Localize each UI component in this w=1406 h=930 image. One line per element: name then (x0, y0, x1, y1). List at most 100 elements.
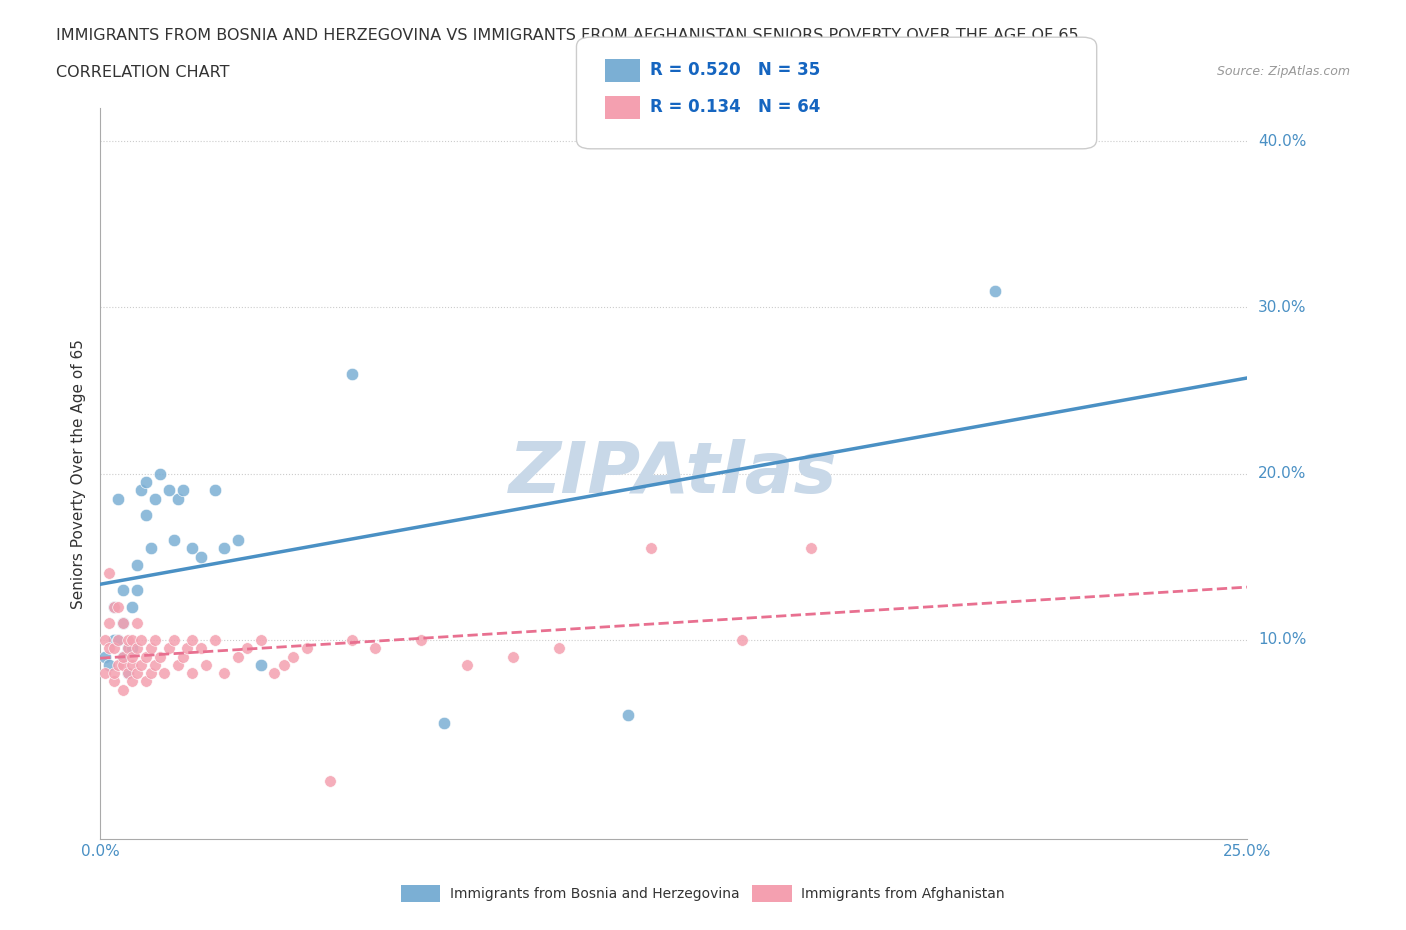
Text: R = 0.520   N = 35: R = 0.520 N = 35 (650, 60, 820, 79)
Point (131, 483, 153, 498)
Point (93, 632, 115, 647)
Point (121, 658, 143, 672)
Point (112, 616, 135, 631)
Point (411, 632, 433, 647)
Point (157, 641, 180, 656)
Point (149, 649, 172, 664)
Point (112, 649, 135, 664)
Point (731, 632, 754, 647)
Text: 10.0%: 10.0% (1258, 632, 1306, 647)
Point (135, 474, 157, 489)
Text: 20.0%: 20.0% (1258, 466, 1306, 481)
Point (800, 541, 823, 556)
Text: Immigrants from Bosnia and Herzegovina: Immigrants from Bosnia and Herzegovina (450, 886, 740, 901)
Point (121, 641, 143, 656)
Point (107, 491, 129, 506)
Point (281, 649, 304, 664)
Point (364, 641, 387, 656)
Point (125, 582, 148, 597)
Point (342, 366, 364, 381)
Point (103, 599, 125, 614)
Point (121, 674, 143, 689)
Point (143, 491, 166, 506)
Point (107, 599, 129, 614)
Point (131, 658, 153, 672)
Point (125, 616, 148, 631)
Point (433, 715, 456, 730)
Point (616, 707, 638, 722)
Point (176, 641, 198, 656)
Point (139, 641, 162, 656)
Point (236, 641, 259, 656)
Point (167, 658, 190, 672)
Point (107, 632, 129, 647)
Point (295, 641, 318, 656)
Point (125, 641, 148, 656)
Point (125, 558, 148, 573)
Point (112, 616, 135, 631)
Point (103, 666, 125, 681)
Point (149, 466, 172, 481)
Point (983, 284, 1005, 299)
Point (212, 666, 235, 681)
Point (249, 632, 271, 647)
Text: ZIPAtlas: ZIPAtlas (509, 439, 838, 508)
Point (143, 632, 166, 647)
Point (93, 649, 115, 664)
Y-axis label: Seniors Poverty Over the Age of 65: Seniors Poverty Over the Age of 65 (72, 339, 86, 608)
Point (117, 666, 139, 681)
Point (273, 658, 295, 672)
Point (131, 632, 153, 647)
Point (112, 582, 135, 597)
Point (190, 550, 212, 565)
Point (162, 533, 184, 548)
Point (180, 632, 202, 647)
Point (135, 508, 157, 523)
Point (125, 666, 148, 681)
Point (172, 649, 194, 664)
Point (249, 658, 271, 672)
Point (172, 483, 194, 498)
Point (318, 774, 340, 789)
Point (204, 483, 226, 498)
Point (139, 666, 162, 681)
Point (103, 632, 125, 647)
Point (226, 533, 249, 548)
Point (263, 666, 285, 681)
Point (112, 683, 135, 698)
Point (190, 641, 212, 656)
Point (121, 649, 143, 664)
Point (98, 566, 121, 581)
Text: IMMIGRANTS FROM BOSNIA AND HERZEGOVINA VS IMMIGRANTS FROM AFGHANISTAN SENIORS PO: IMMIGRANTS FROM BOSNIA AND HERZEGOVINA V… (56, 28, 1078, 43)
Point (153, 666, 176, 681)
Point (103, 674, 125, 689)
Point (98, 641, 121, 656)
Point (162, 632, 184, 647)
Point (103, 641, 125, 656)
Point (93, 666, 115, 681)
Point (135, 674, 157, 689)
Text: Immigrants from Afghanistan: Immigrants from Afghanistan (801, 886, 1005, 901)
Point (143, 658, 166, 672)
Point (167, 491, 190, 506)
Point (135, 649, 157, 664)
Point (121, 599, 143, 614)
Point (157, 483, 180, 498)
Point (180, 666, 202, 681)
Point (117, 666, 139, 681)
Point (226, 649, 249, 664)
Point (98, 658, 121, 672)
Point (103, 599, 125, 614)
Point (502, 649, 524, 664)
Point (204, 632, 226, 647)
Text: R = 0.134   N = 64: R = 0.134 N = 64 (650, 98, 820, 116)
Point (640, 541, 662, 556)
Point (548, 641, 571, 656)
Point (107, 632, 129, 647)
Point (121, 632, 143, 647)
Point (117, 641, 139, 656)
Point (456, 658, 478, 672)
Text: 40.0%: 40.0% (1258, 134, 1306, 149)
Point (112, 658, 135, 672)
Point (107, 658, 129, 672)
